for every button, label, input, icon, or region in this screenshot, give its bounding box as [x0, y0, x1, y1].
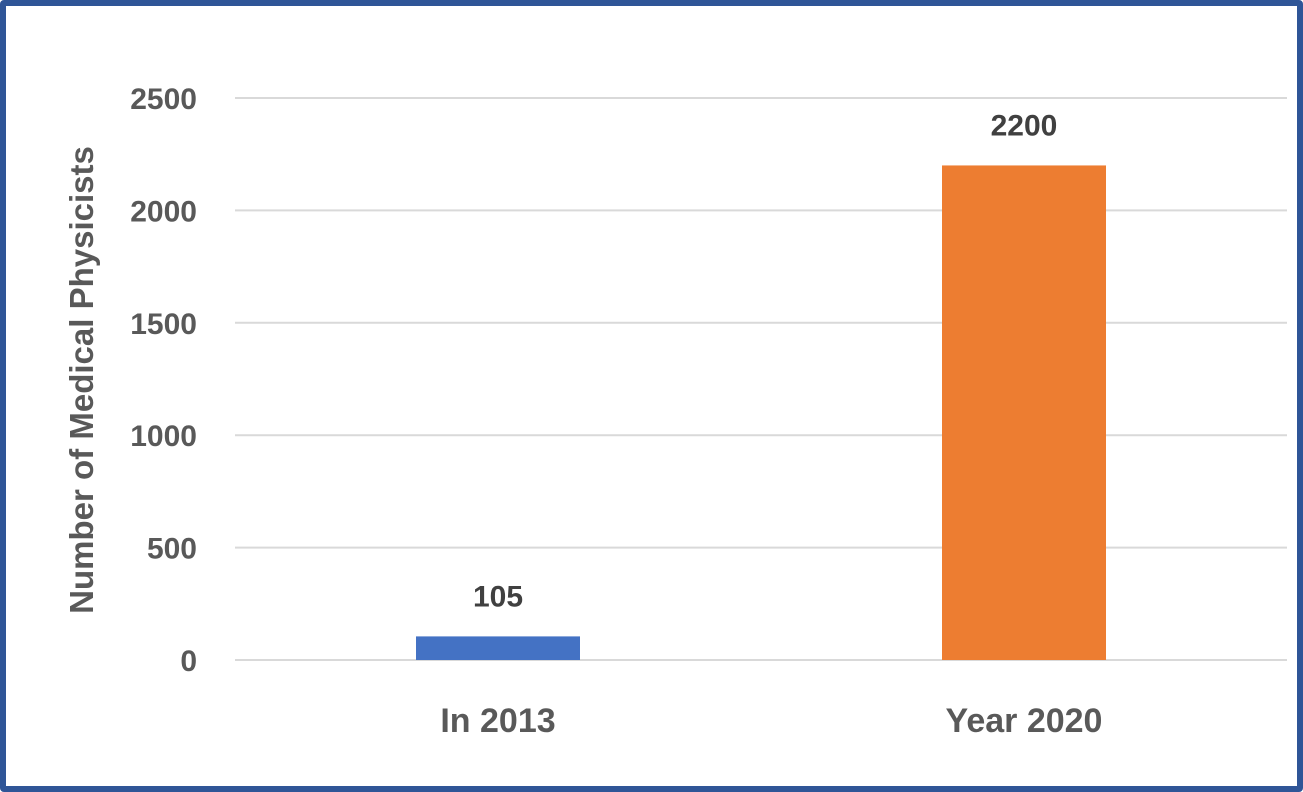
data-label: 2200: [991, 109, 1058, 142]
x-axis-categories: In 2013 Year 2020: [440, 702, 1102, 740]
y-tick-label: 500: [147, 533, 197, 566]
y-tick-label: 1500: [130, 308, 197, 341]
gridlines: [235, 97, 1287, 661]
y-tick-label: 2500: [130, 83, 197, 116]
bar: [942, 165, 1106, 660]
y-axis-ticks: 0 500 1000 1500 2000 2500: [130, 83, 197, 678]
bar: [416, 636, 580, 660]
x-category-label: In 2013: [440, 702, 555, 740]
data-label: 105: [473, 580, 523, 613]
bars: [416, 165, 1106, 660]
y-tick-label: 0: [180, 645, 197, 678]
y-tick-label: 2000: [130, 195, 197, 228]
y-tick-label: 1000: [130, 420, 197, 453]
data-labels: 105 2200: [473, 109, 1057, 613]
x-category-label: Year 2020: [946, 702, 1103, 740]
y-axis-title: Number of Medical Physicists: [63, 146, 100, 614]
